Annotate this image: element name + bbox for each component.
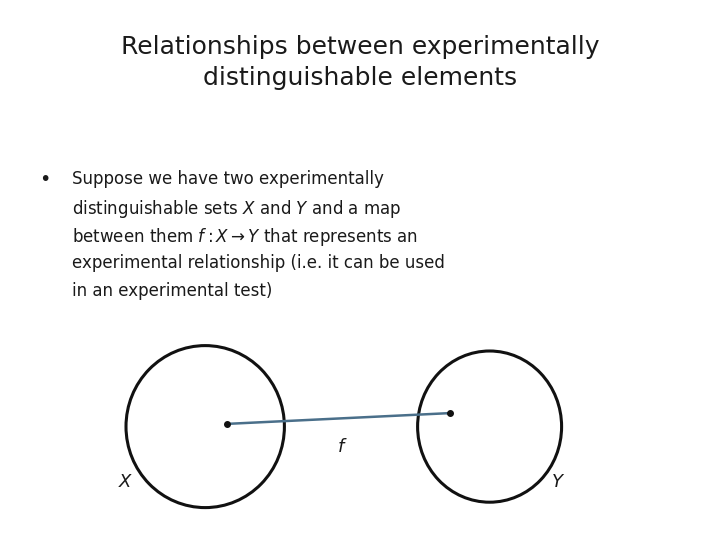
Text: experimental relationship (i.e. it can be used: experimental relationship (i.e. it can b… (72, 254, 445, 272)
Text: $f$: $f$ (337, 438, 347, 456)
Text: between them $f: X \rightarrow Y$ that represents an: between them $f: X \rightarrow Y$ that r… (72, 226, 418, 248)
FancyArrowPatch shape (227, 413, 447, 424)
Text: $X$: $X$ (118, 474, 134, 491)
Text: Relationships between experimentally
distinguishable elements: Relationships between experimentally dis… (121, 35, 599, 90)
Text: •: • (40, 170, 51, 189)
Text: $Y$: $Y$ (551, 474, 565, 491)
Text: distinguishable sets $X$ and $Y$ and a map: distinguishable sets $X$ and $Y$ and a m… (72, 198, 401, 220)
Text: Suppose we have two experimentally: Suppose we have two experimentally (72, 170, 384, 188)
Text: in an experimental test): in an experimental test) (72, 282, 272, 300)
